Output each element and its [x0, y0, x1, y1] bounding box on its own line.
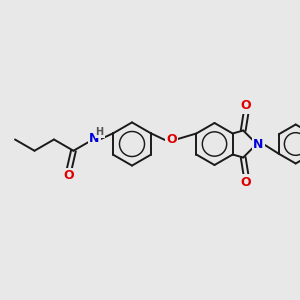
Text: O: O [241, 99, 251, 112]
Text: O: O [166, 133, 177, 146]
Text: O: O [241, 176, 251, 189]
Text: O: O [64, 169, 74, 182]
Text: H: H [95, 127, 104, 137]
Text: N: N [89, 131, 100, 145]
Text: N: N [253, 137, 263, 151]
